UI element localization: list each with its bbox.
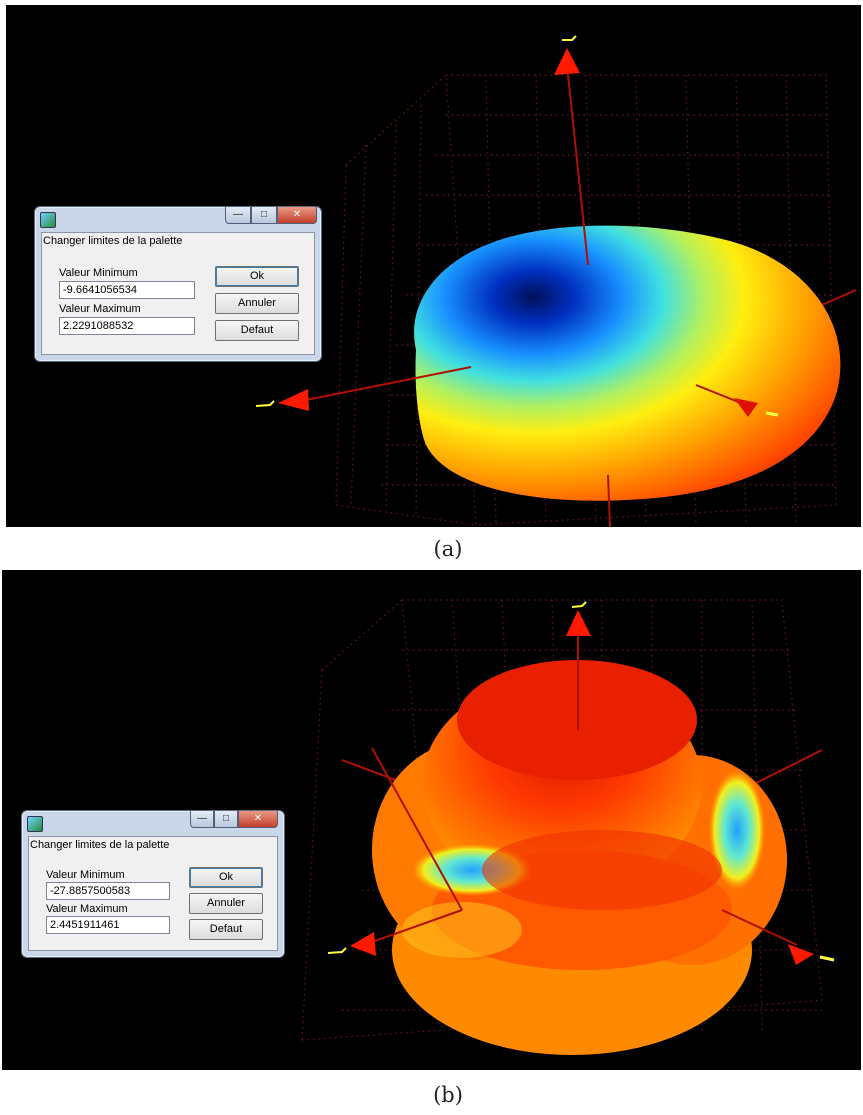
axis-x-b — [371, 747, 463, 911]
min-value-label: Valeur Minimum — [46, 869, 125, 881]
axis-label-y-a — [765, 411, 779, 417]
close-icon[interactable]: ✕ — [277, 207, 317, 224]
radiation-pattern-scene-a[interactable] — [6, 5, 861, 527]
axis-label-z-b — [571, 601, 587, 608]
axis-arrow-icon — [554, 48, 580, 75]
ok-button[interactable]: Ok — [189, 867, 263, 888]
viewport-b[interactable]: — □ ✕ Changer limites de la palette Vale… — [2, 570, 861, 1070]
axis-arrow-icon — [278, 389, 309, 411]
app-icon — [40, 212, 56, 228]
max-value-field[interactable]: 2.2291088532 — [59, 317, 195, 335]
default-button[interactable]: Defaut — [215, 320, 299, 341]
cancel-button[interactable]: Annuler — [189, 893, 263, 914]
axis-z-bottom-a — [607, 474, 611, 527]
radiation-lobe-b — [372, 660, 787, 1055]
axis-x-a — [305, 366, 472, 401]
axis-label-z-a — [562, 35, 577, 41]
caption-b: (b) — [433, 1083, 463, 1107]
viewport-a[interactable]: — □ ✕ Changer limites de la palette Vale… — [6, 5, 861, 527]
app-icon — [27, 816, 43, 832]
maximize-icon[interactable]: □ — [214, 811, 238, 828]
dialog-body: Changer limites de la palette Valeur Min… — [28, 836, 278, 951]
axis-z-a — [566, 64, 589, 266]
axis-y-b — [721, 909, 798, 946]
close-icon[interactable]: ✕ — [238, 811, 278, 828]
dialog-title: Changer limites de la palette — [30, 839, 170, 851]
minimize-icon[interactable]: — — [225, 207, 251, 224]
min-value-field[interactable]: -27.8857500583 — [46, 882, 170, 900]
axis-arrow-icon — [566, 610, 591, 636]
axis-x-front-b — [371, 909, 463, 943]
title-bar[interactable]: — □ ✕ — [35, 207, 321, 231]
min-value-field[interactable]: -9.6641056534 — [59, 281, 195, 299]
title-bar[interactable]: — □ ✕ — [22, 811, 284, 835]
default-button[interactable]: Defaut — [189, 919, 263, 940]
caption-a: (a) — [433, 537, 463, 561]
palette-limits-dialog-a[interactable]: — □ ✕ Changer limites de la palette Vale… — [34, 206, 322, 362]
axis-arrow-icon — [350, 932, 376, 956]
max-value-label: Valeur Maximum — [59, 303, 141, 315]
axis-arrow-icon — [734, 398, 758, 417]
axis-arrow-icon — [788, 944, 814, 965]
axis-label-y-b — [819, 955, 835, 962]
axis-label-x-b — [327, 947, 347, 954]
min-value-label: Valeur Minimum — [59, 267, 138, 279]
dialog-title: Changer limites de la palette — [43, 235, 183, 247]
maximize-icon[interactable]: □ — [251, 207, 277, 224]
max-value-field[interactable]: 2.4451911461 — [46, 916, 170, 934]
palette-limits-dialog-b[interactable]: — □ ✕ Changer limites de la palette Vale… — [21, 810, 285, 958]
radiation-pattern-scene-b[interactable] — [2, 570, 861, 1070]
minimize-icon[interactable]: — — [190, 811, 214, 828]
dialog-body: Changer limites de la palette Valeur Min… — [41, 232, 315, 355]
cancel-button[interactable]: Annuler — [215, 293, 299, 314]
radiation-lobe-a — [414, 225, 841, 501]
ok-button[interactable]: Ok — [215, 266, 299, 287]
axis-label-x-a — [255, 400, 275, 407]
max-value-label: Valeur Maximum — [46, 903, 128, 915]
